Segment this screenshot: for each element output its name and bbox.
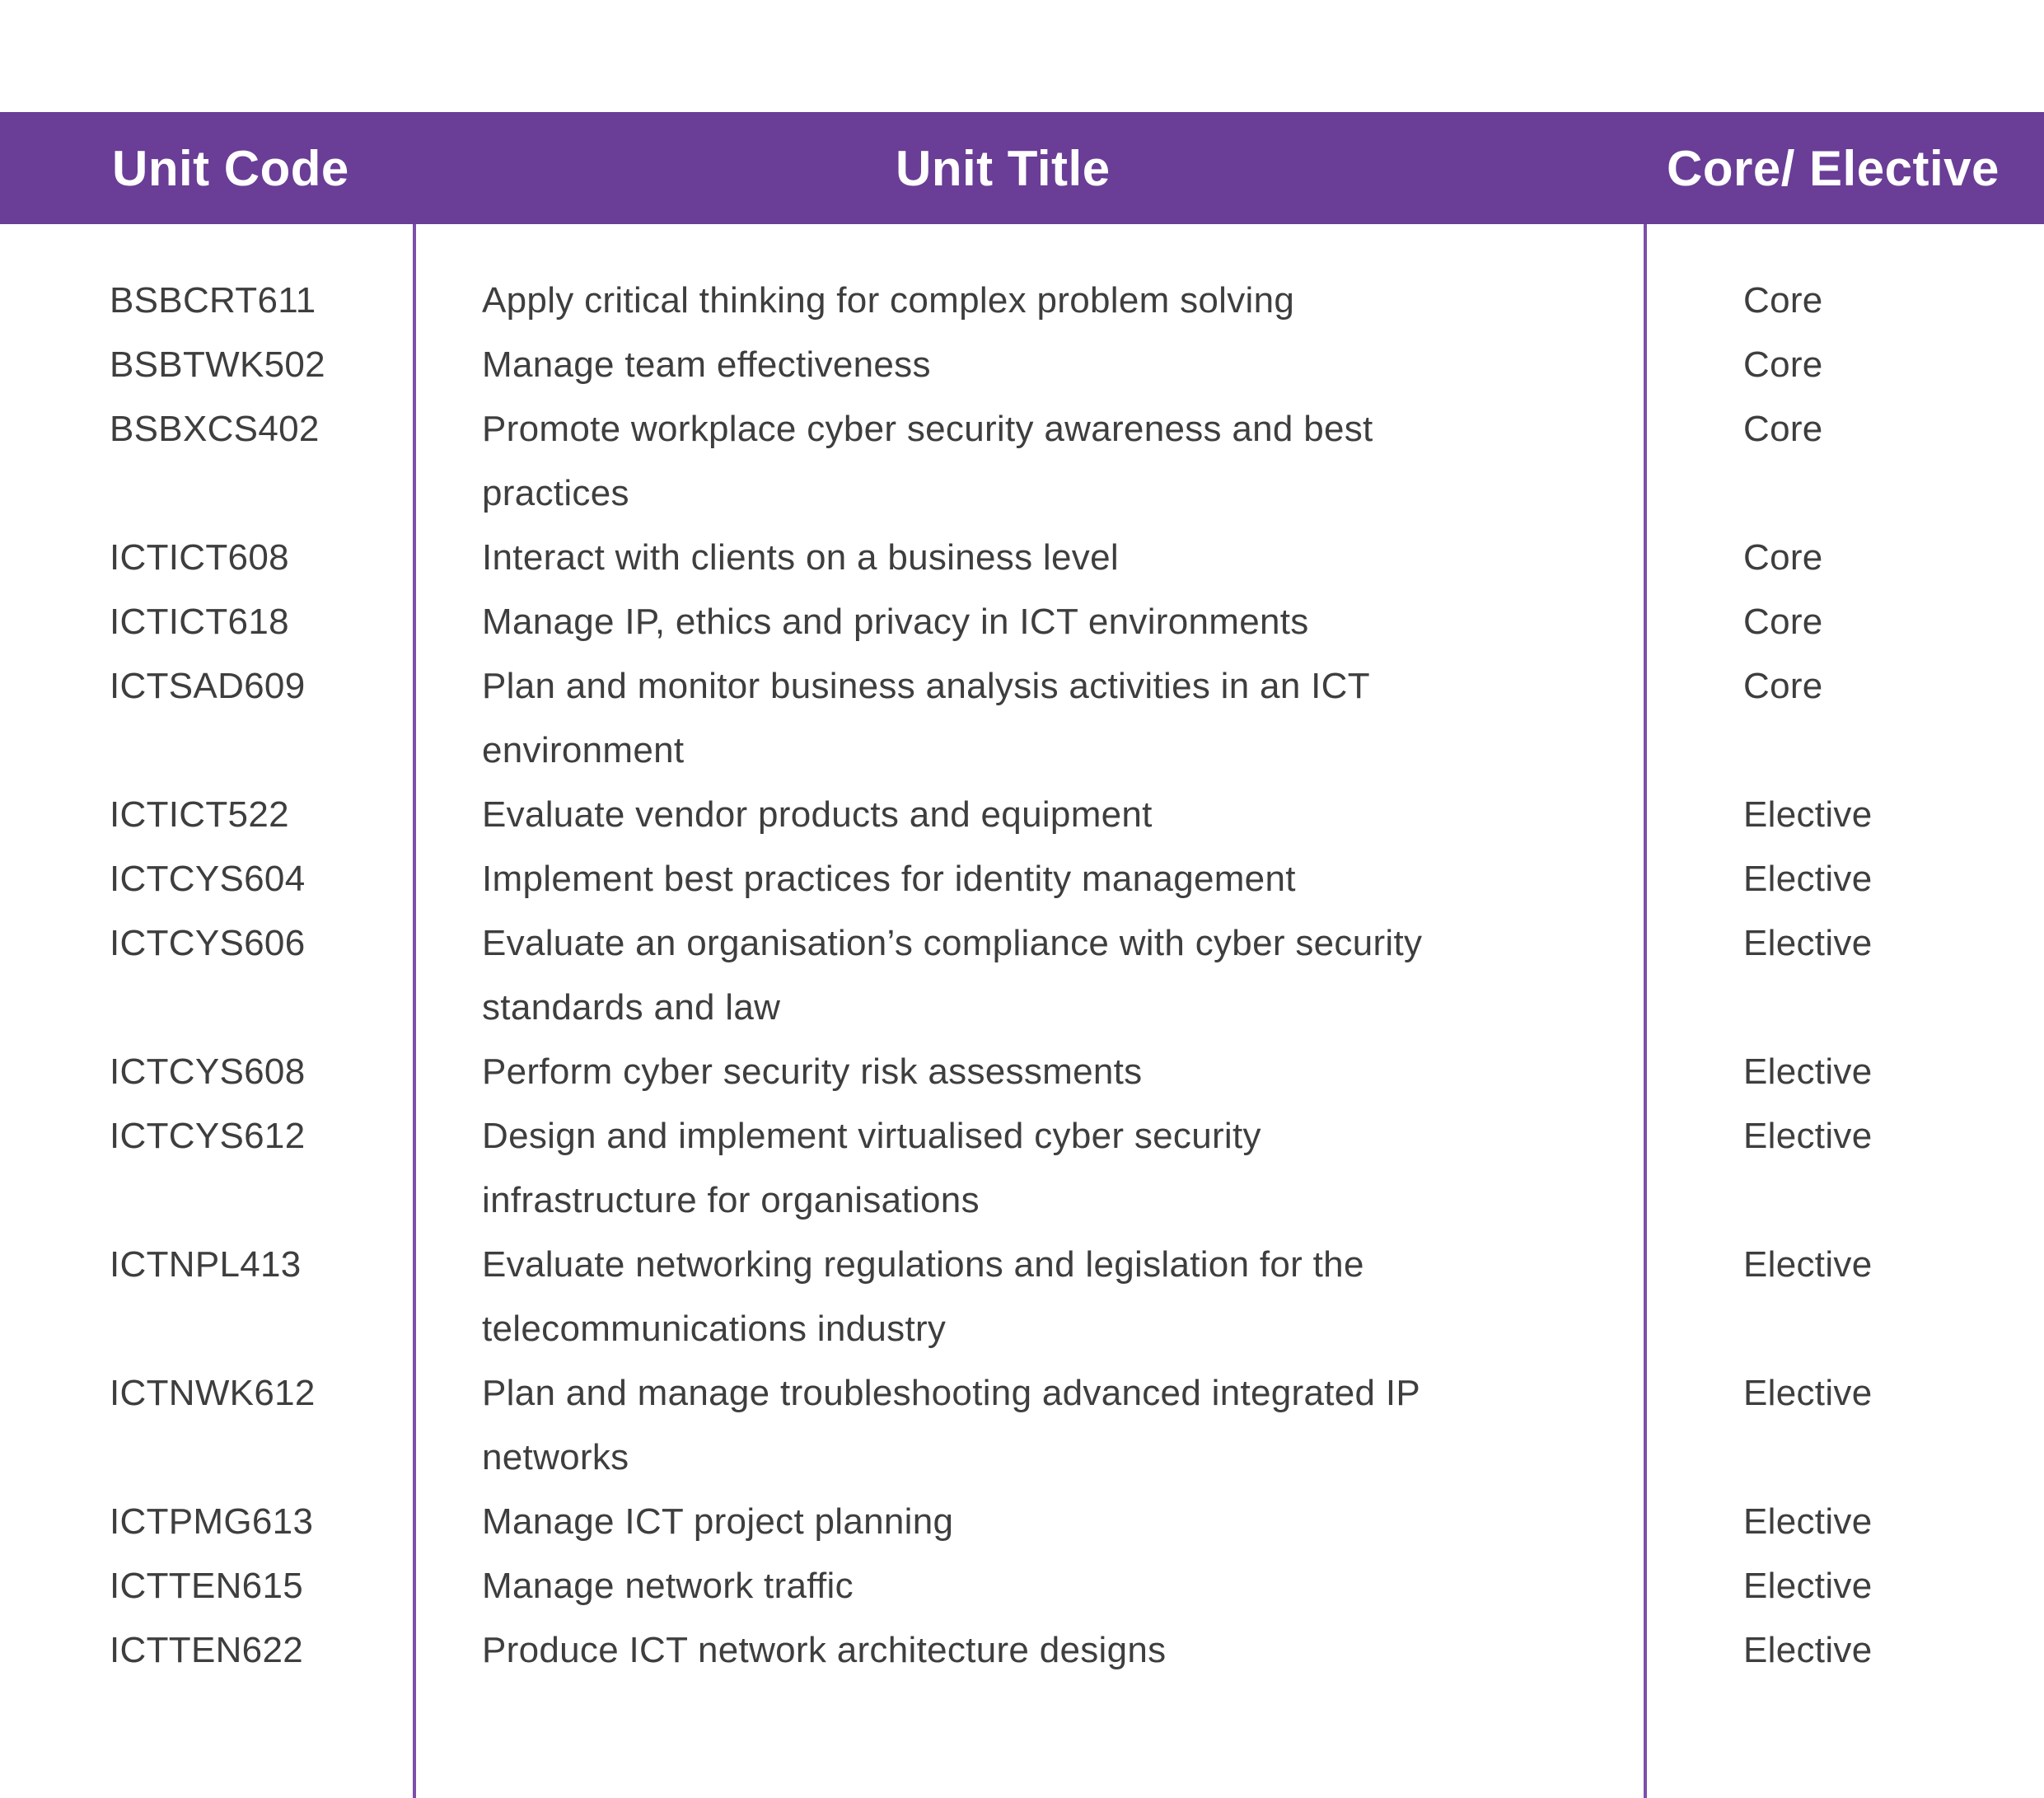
- core-elective-cell: Elective: [1743, 1630, 1873, 1670]
- unit-code-cell: BSBCRT611: [110, 280, 316, 321]
- table-row: ICTSAD609 Plan and monitor business anal…: [0, 654, 2044, 783]
- core-elective-cell: Elective: [1743, 794, 1873, 835]
- core-elective-cell: Core: [1743, 666, 1823, 706]
- table-row: BSBTWK502 Manage team effectiveness Core: [0, 333, 2044, 397]
- unit-title-cell: Evaluate an organisation’s compliance wi…: [482, 923, 1423, 1028]
- unit-code-cell: ICTNPL413: [110, 1244, 302, 1285]
- header-unit-title: Unit Title: [896, 140, 1111, 196]
- unit-title-cell: Interact with clients on a business leve…: [482, 537, 1119, 578]
- unit-title-cell: Evaluate vendor products and equipment: [482, 794, 1153, 835]
- unit-code-cell: BSBXCS402: [110, 409, 320, 449]
- unit-code-cell: ICTCYS604: [110, 859, 306, 899]
- unit-title-cell: Manage team effectiveness: [482, 344, 931, 385]
- table-row: ICTNPL413 Evaluate networking regulation…: [0, 1233, 2044, 1361]
- core-elective-cell: Core: [1743, 344, 1823, 385]
- unit-code-cell: ICTCYS608: [110, 1051, 306, 1092]
- table-row: ICTCYS608 Perform cyber security risk as…: [0, 1040, 2044, 1104]
- unit-title-cell: Apply critical thinking for complex prob…: [482, 280, 1295, 321]
- unit-code-cell: ICTICT608: [110, 537, 289, 578]
- table-row: ICTNWK612 Plan and manage troubleshootin…: [0, 1361, 2044, 1490]
- unit-title-cell: Manage ICT project planning: [482, 1501, 954, 1542]
- table-header: Unit Code Unit Title Core/ Elective: [0, 112, 2044, 224]
- unit-code-cell: ICTICT618: [110, 602, 289, 642]
- unit-title-cell: Manage IP, ethics and privacy in ICT env…: [482, 602, 1309, 642]
- core-elective-cell: Elective: [1743, 923, 1873, 963]
- core-elective-cell: Core: [1743, 280, 1823, 321]
- unit-code-cell: ICTTEN622: [110, 1630, 303, 1670]
- table-row: ICTICT608 Interact with clients on a bus…: [0, 526, 2044, 590]
- column-divider-right: [1644, 224, 1647, 1798]
- unit-title-cell: Design and implement virtualised cyber s…: [482, 1116, 1261, 1220]
- core-elective-cell: Core: [1743, 602, 1823, 642]
- column-divider-left: [413, 224, 416, 1798]
- core-elective-cell: Core: [1743, 409, 1823, 449]
- unit-title-cell: Plan and monitor business analysis activ…: [482, 666, 1370, 770]
- core-elective-cell: Elective: [1743, 1566, 1873, 1606]
- header-core-elective: Core/ Elective: [1667, 140, 2000, 196]
- unit-title-cell: Perform cyber security risk assessments: [482, 1051, 1143, 1092]
- unit-title-cell: Produce ICT network architecture designs: [482, 1630, 1167, 1670]
- core-elective-cell: Elective: [1743, 1116, 1873, 1156]
- table-row: ICTICT522 Evaluate vendor products and e…: [0, 783, 2044, 847]
- unit-title-cell: Manage network traffic: [482, 1566, 854, 1606]
- core-elective-cell: Elective: [1743, 1373, 1873, 1413]
- table-row: ICTTEN615 Manage network traffic Electiv…: [0, 1554, 2044, 1618]
- header-unit-code: Unit Code: [112, 140, 349, 196]
- core-elective-cell: Core: [1743, 537, 1823, 578]
- unit-code-cell: ICTPMG613: [110, 1501, 314, 1542]
- table-row: ICTCYS612 Design and implement virtualis…: [0, 1104, 2044, 1233]
- unit-code-cell: ICTCYS606: [110, 923, 306, 963]
- unit-title-cell: Implement best practices for identity ma…: [482, 859, 1296, 899]
- unit-title-cell: Promote workplace cyber security awarene…: [482, 409, 1373, 513]
- unit-code-cell: ICTICT522: [110, 794, 289, 835]
- table-row: ICTTEN622 Produce ICT network architectu…: [0, 1618, 2044, 1683]
- unit-title-cell: Evaluate networking regulations and legi…: [482, 1244, 1364, 1349]
- core-elective-cell: Elective: [1743, 1501, 1873, 1542]
- table-body: BSBCRT611 Apply critical thinking for co…: [0, 269, 2044, 1683]
- core-elective-cell: Elective: [1743, 1244, 1873, 1285]
- core-elective-cell: Elective: [1743, 859, 1873, 899]
- unit-code-cell: ICTCYS612: [110, 1116, 306, 1156]
- table-row: ICTICT618 Manage IP, ethics and privacy …: [0, 590, 2044, 654]
- unit-title-cell: Plan and manage troubleshooting advanced…: [482, 1373, 1421, 1477]
- table-row: BSBCRT611 Apply critical thinking for co…: [0, 269, 2044, 333]
- table-row: BSBXCS402 Promote workplace cyber securi…: [0, 397, 2044, 526]
- unit-code-cell: BSBTWK502: [110, 344, 325, 385]
- core-elective-cell: Elective: [1743, 1051, 1873, 1092]
- table-row: ICTCYS606 Evaluate an organisation’s com…: [0, 911, 2044, 1040]
- unit-code-cell: ICTNWK612: [110, 1373, 316, 1413]
- table-row: ICTCYS604 Implement best practices for i…: [0, 847, 2044, 911]
- unit-code-cell: ICTSAD609: [110, 666, 306, 706]
- unit-code-cell: ICTTEN615: [110, 1566, 303, 1606]
- table-row: ICTPMG613 Manage ICT project planning El…: [0, 1490, 2044, 1554]
